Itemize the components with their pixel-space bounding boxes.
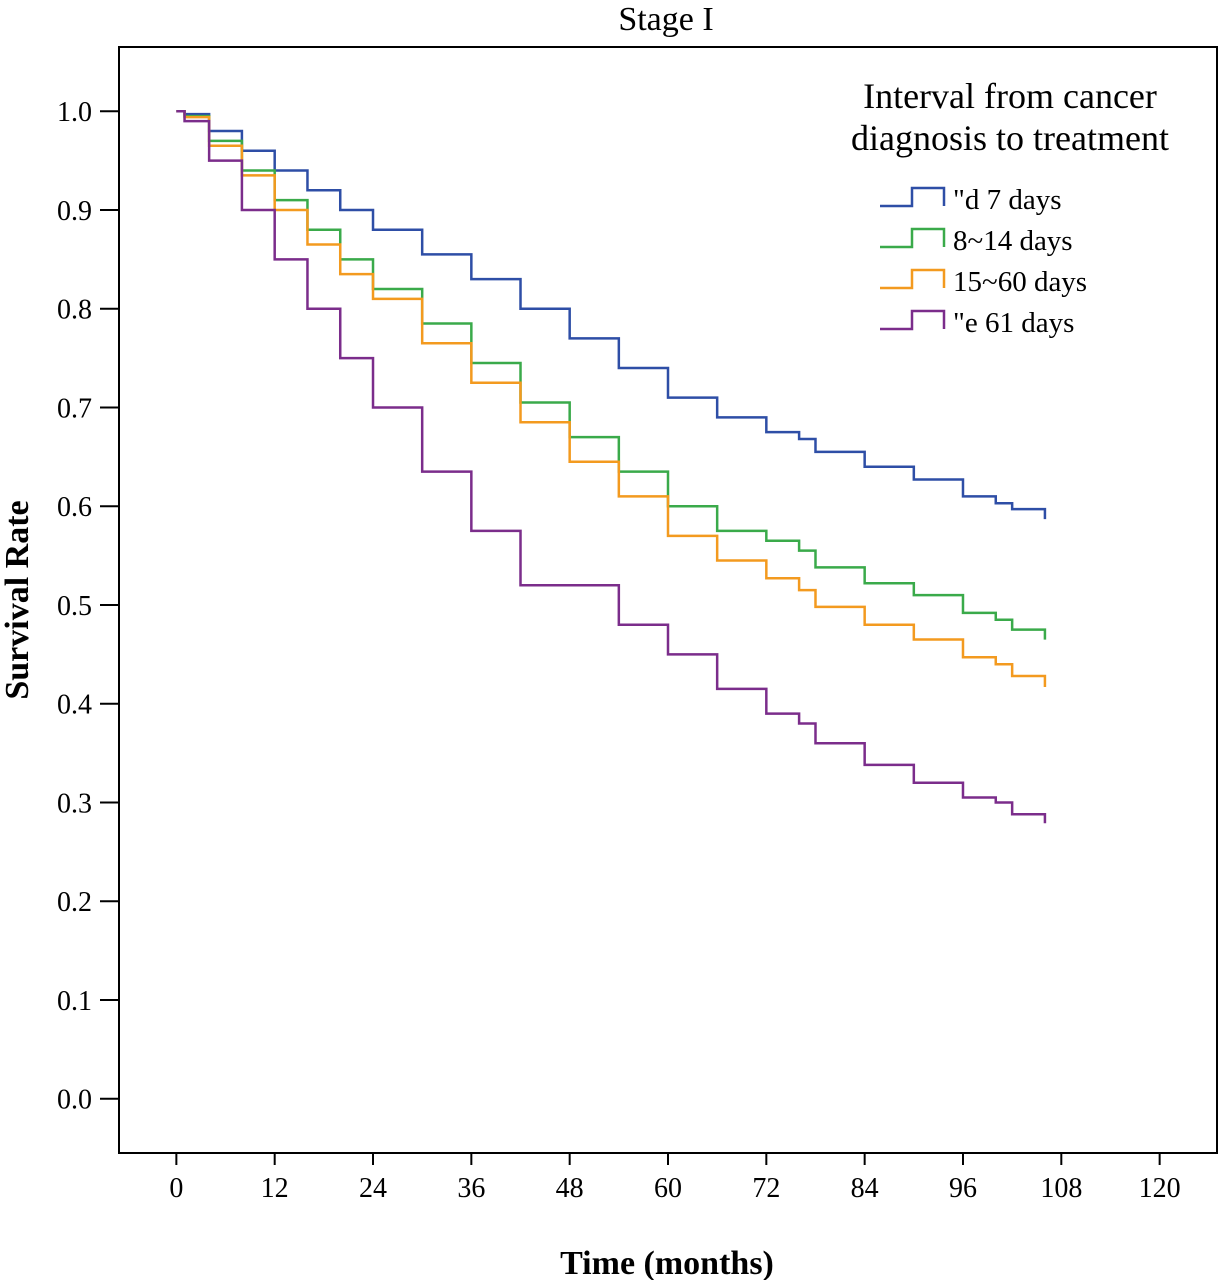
legend-title-line1: Interval from cancer: [863, 76, 1157, 116]
x-tick-label: 60: [654, 1173, 682, 1204]
legend-items: "d 7 days 8~14 days 15~60 days "e 61 days: [880, 184, 1087, 339]
x-tick-label: 24: [359, 1173, 387, 1204]
chart-title: Stage I: [618, 1, 713, 38]
y-tick-label: 0.5: [57, 591, 92, 622]
series-line-0: [176, 109, 1047, 520]
x-tick-label: 0: [169, 1173, 183, 1204]
legend-swatch-1: [880, 227, 946, 249]
y-tick-label: 0.3: [57, 788, 92, 819]
x-tick-label: 96: [949, 1173, 977, 1204]
x-axis-ticks: 0 12 24 36 48 60 72 84 96 108 120: [169, 1153, 1181, 1204]
x-axis-label: Time (months): [560, 1245, 774, 1280]
y-axis-label: Survival Rate: [0, 500, 36, 699]
y-tick-label: 0.7: [57, 393, 92, 424]
series-lines: [176, 109, 1047, 824]
x-tick-label: 72: [752, 1173, 780, 1204]
series-line-2: [176, 109, 1047, 687]
y-tick-label: 1.0: [57, 97, 92, 128]
y-tick-label: 0.6: [57, 492, 92, 523]
legend-label-1: 8~14 days: [953, 225, 1073, 257]
x-tick-label: 84: [851, 1173, 879, 1204]
y-axis-ticks: 0.0 0.1 0.2 0.3 0.4 0.5 0.6 0.7 0.8 0.9 1.0: [57, 97, 119, 1116]
legend-label-0: "d 7 days: [953, 184, 1062, 216]
x-tick-label: 36: [457, 1173, 485, 1204]
y-tick-label: 0.9: [57, 196, 92, 227]
legend-swatch-0: [880, 186, 946, 208]
y-tick-label: 0.2: [57, 887, 92, 918]
y-tick-label: 0.4: [57, 690, 92, 721]
x-tick-label: 120: [1139, 1173, 1181, 1204]
legend-title-line2: diagnosis to treatment: [851, 118, 1169, 158]
x-tick-label: 48: [556, 1173, 584, 1204]
y-tick-label: 0.0: [57, 1085, 92, 1116]
series-line-3: [176, 109, 1047, 824]
legend: Interval from cancer diagnosis to treatm…: [851, 76, 1169, 339]
y-tick-label: 0.1: [57, 986, 92, 1017]
x-tick-label: 108: [1040, 1173, 1082, 1204]
legend-label-3: "e 61 days: [953, 307, 1074, 339]
legend-label-2: 15~60 days: [953, 266, 1087, 298]
y-tick-label: 0.8: [57, 295, 92, 326]
legend-swatch-3: [880, 309, 946, 331]
x-tick-label: 12: [261, 1173, 289, 1204]
legend-swatch-2: [880, 268, 946, 290]
